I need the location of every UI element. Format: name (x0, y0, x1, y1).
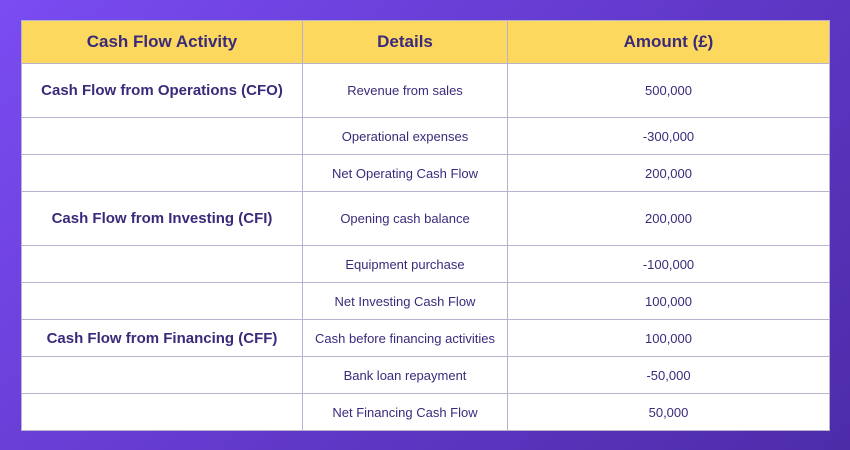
table-row: Cash Flow from Operations (CFO) Revenue … (21, 63, 830, 118)
details-cell: Opening cash balance (302, 191, 508, 246)
table-row: Net Investing Cash Flow 100,000 (21, 282, 830, 320)
table-row: Operational expenses -300,000 (21, 117, 830, 155)
details-cell: Operational expenses (302, 117, 508, 155)
activity-cell: Cash Flow from Financing (CFF) (21, 319, 303, 357)
table-row: Net Operating Cash Flow 200,000 (21, 154, 830, 192)
amount-cell: 200,000 (507, 191, 830, 246)
amount-cell: 500,000 (507, 63, 830, 118)
header-details: Details (302, 20, 508, 64)
activity-cell: Cash Flow from Investing (CFI) (21, 191, 303, 246)
details-cell: Net Operating Cash Flow (302, 154, 508, 192)
details-cell: Cash before financing activities (302, 319, 508, 357)
details-cell: Bank loan repayment (302, 356, 508, 394)
table-row: Cash Flow from Financing (CFF) Cash befo… (21, 319, 830, 357)
table-row: Equipment purchase -100,000 (21, 245, 830, 283)
amount-cell: -100,000 (507, 245, 830, 283)
activity-cell: Cash Flow from Operations (CFO) (21, 63, 303, 118)
amount-cell: 100,000 (507, 282, 830, 320)
activity-cell (21, 245, 303, 283)
table-row: Net Financing Cash Flow 50,000 (21, 393, 830, 431)
activity-cell (21, 117, 303, 155)
table-row: Cash Flow from Investing (CFI) Opening c… (21, 191, 830, 246)
table-header-row: Cash Flow Activity Details Amount (£) (21, 20, 830, 64)
header-amount: Amount (£) (507, 20, 830, 64)
details-cell: Net Financing Cash Flow (302, 393, 508, 431)
amount-cell: 50,000 (507, 393, 830, 431)
activity-cell (21, 356, 303, 394)
amount-cell: -300,000 (507, 117, 830, 155)
amount-cell: 100,000 (507, 319, 830, 357)
details-cell: Net Investing Cash Flow (302, 282, 508, 320)
activity-cell (21, 154, 303, 192)
amount-cell: 200,000 (507, 154, 830, 192)
header-activity: Cash Flow Activity (21, 20, 303, 64)
amount-cell: -50,000 (507, 356, 830, 394)
activity-cell (21, 393, 303, 431)
cash-flow-table-container: Cash Flow Activity Details Amount (£) Ca… (21, 20, 830, 431)
table-row: Bank loan repayment -50,000 (21, 356, 830, 394)
details-cell: Revenue from sales (302, 63, 508, 118)
details-cell: Equipment purchase (302, 245, 508, 283)
cash-flow-table: Cash Flow Activity Details Amount (£) Ca… (21, 20, 830, 431)
activity-cell (21, 282, 303, 320)
